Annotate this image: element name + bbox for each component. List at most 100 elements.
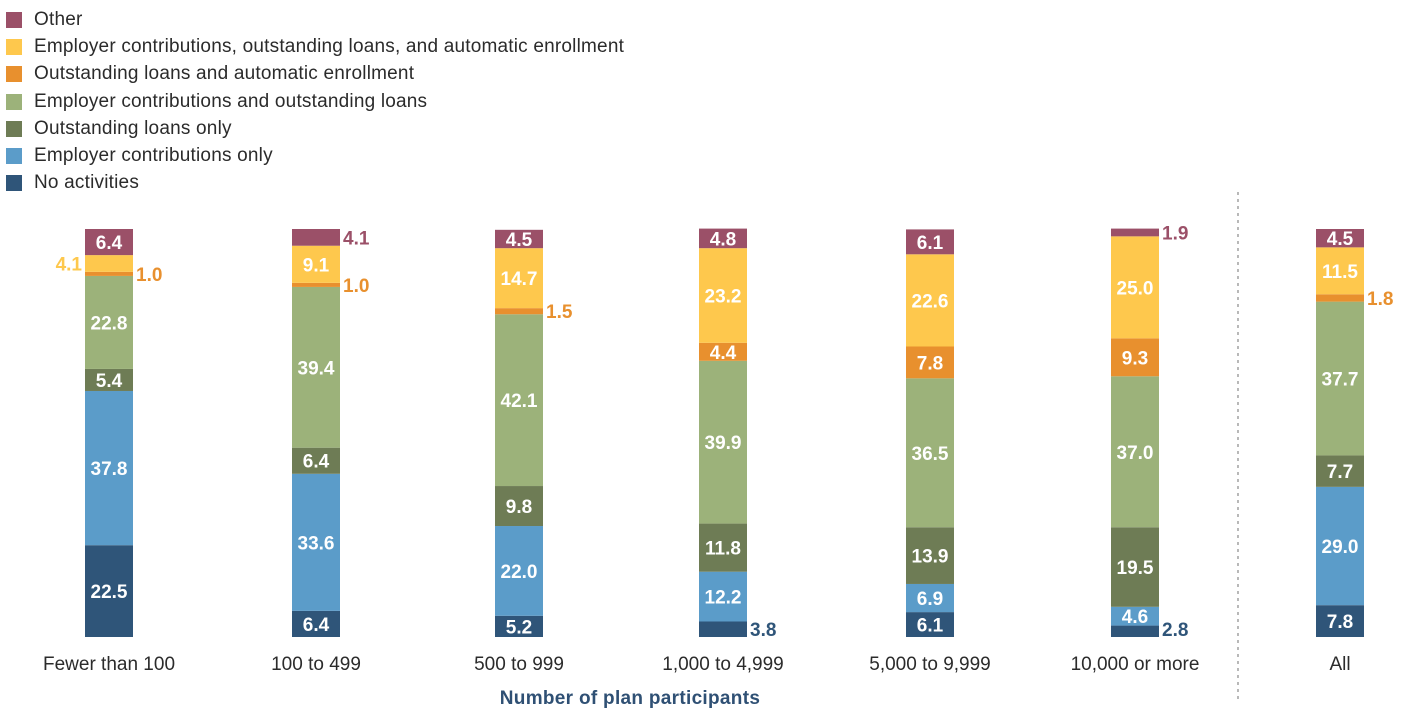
bar-segment-no-activities	[906, 612, 954, 637]
bar-segment-employer-contributions-outstanding-loans-and-automatic-enrollment	[906, 254, 954, 347]
bar-segment-outstanding-loans-and-automatic-enrollment	[906, 346, 954, 379]
bar-segment-other	[495, 229, 543, 249]
data-label: 4.6	[1122, 607, 1148, 628]
data-label: 7.7	[1327, 462, 1353, 483]
data-label: 4.8	[710, 229, 736, 250]
bar-segment-other	[1111, 228, 1159, 237]
bar-segment-outstanding-loans-only	[85, 368, 133, 391]
data-label: 2.8	[1162, 620, 1188, 641]
data-label: 1.0	[136, 265, 162, 286]
data-label: 6.4	[96, 233, 123, 254]
data-label: 37.0	[1117, 443, 1154, 464]
bar-segment-outstanding-loans-and-automatic-enrollment	[292, 282, 340, 287]
legend-swatch	[6, 175, 22, 192]
category-label: 1,000 to 4,999	[662, 654, 784, 675]
data-label: 6.9	[917, 589, 943, 610]
data-label: 14.7	[501, 269, 538, 290]
data-label: 5.2	[506, 617, 532, 638]
bar-segment-other	[1316, 229, 1364, 248]
legend-item-employer-contributions-and-outstanding-loans: Employer contributions and outstanding l…	[6, 88, 624, 115]
category-label: 5,000 to 9,999	[869, 654, 991, 675]
data-label: 36.5	[912, 444, 949, 465]
data-label: 22.0	[501, 562, 538, 583]
bar-segment-employer-contributions-outstanding-loans-and-automatic-enrollment	[1316, 247, 1364, 295]
bar-segment-employer-contributions-outstanding-loans-and-automatic-enrollment	[495, 248, 543, 309]
data-label: 9.8	[506, 497, 532, 518]
bar-segment-outstanding-loans-only	[1111, 527, 1159, 607]
data-label: 4.5	[506, 230, 533, 251]
bar-segment-employer-contributions-only	[699, 571, 747, 622]
data-label: 6.1	[917, 233, 944, 254]
legend-swatch	[6, 148, 22, 165]
bar-segment-other	[699, 228, 747, 249]
legend-label: Employer contributions and outstanding l…	[34, 90, 428, 112]
data-label: 4.4	[710, 343, 737, 364]
category-label: 100 to 499	[271, 654, 361, 675]
bar-segment-no-activities	[699, 621, 747, 637]
legend-swatch	[6, 66, 22, 83]
bar-segment-employer-contributions-and-outstanding-loans	[699, 360, 747, 524]
data-label: 39.9	[705, 433, 742, 454]
legend-swatch	[6, 93, 22, 110]
legend-item-outstanding-loans-only: Outstanding loans only	[6, 115, 624, 142]
bar-segment-employer-contributions-outstanding-loans-and-automatic-enrollment	[292, 245, 340, 283]
data-label: 23.2	[705, 287, 742, 308]
data-label: 37.8	[91, 459, 128, 480]
bar-segment-no-activities	[1111, 625, 1159, 637]
bar-segment-employer-contributions-only	[292, 473, 340, 611]
data-label: 11.8	[705, 539, 741, 560]
data-label: 1.0	[343, 276, 369, 297]
data-label: 9.3	[1122, 348, 1148, 369]
bar-segment-employer-contributions-and-outstanding-loans	[1111, 376, 1159, 528]
bar-segment-outstanding-loans-only	[906, 527, 954, 584]
legend-item-outstanding-loans-and-automatic-enrollment: Outstanding loans and automatic enrollme…	[6, 61, 624, 88]
data-label: 13.9	[912, 547, 949, 568]
data-label: 5.4	[96, 371, 123, 392]
bar-segment-outstanding-loans-only	[292, 447, 340, 474]
x-axis-title: Number of plan participants	[499, 688, 761, 709]
bar-segment-employer-contributions-only	[906, 583, 954, 613]
data-label: 19.5	[1117, 558, 1154, 579]
bar-segment-employer-contributions-and-outstanding-loans	[495, 314, 543, 487]
legend-label: Outstanding loans only	[34, 117, 232, 139]
data-label: 33.6	[298, 533, 335, 554]
bar-segment-outstanding-loans-and-automatic-enrollment	[1111, 338, 1159, 377]
bar-segment-employer-contributions-outstanding-loans-and-automatic-enrollment	[1111, 236, 1159, 339]
data-label: 37.7	[1322, 370, 1359, 391]
legend-item-employer-contributions-only: Employer contributions only	[6, 142, 624, 169]
bar-segment-employer-contributions-outstanding-loans-and-automatic-enrollment	[699, 248, 747, 343]
category-label: Fewer than 100	[43, 654, 175, 675]
legend: Other Employer contributions, outstanding…	[6, 6, 624, 197]
data-label: 11.5	[1322, 262, 1358, 283]
bar-segment-no-activities	[85, 545, 133, 637]
legend-label: Employer contributions only	[34, 145, 273, 167]
bar-segment-employer-contributions-and-outstanding-loans	[292, 286, 340, 448]
category-label: 500 to 999	[474, 654, 564, 675]
bar-segment-employer-contributions-and-outstanding-loans	[906, 378, 954, 528]
data-label: 22.8	[91, 313, 128, 334]
data-label: 22.5	[91, 582, 128, 603]
bar-segment-employer-contributions-outstanding-loans-and-automatic-enrollment	[85, 255, 133, 272]
bar-segment-no-activities	[495, 615, 543, 637]
legend-swatch	[6, 11, 22, 28]
data-label: 4.1	[56, 254, 83, 275]
data-label: 7.8	[917, 353, 943, 374]
bar-segment-employer-contributions-and-outstanding-loans	[1316, 301, 1364, 456]
category-label: All	[1329, 654, 1350, 675]
data-label: 9.1	[303, 255, 330, 276]
bar-segment-no-activities	[1316, 605, 1364, 637]
data-label: 3.8	[750, 620, 776, 641]
data-label: 12.2	[705, 588, 742, 609]
data-label: 29.0	[1322, 537, 1359, 558]
legend-item-no-activities: No activities	[6, 170, 624, 197]
data-label: 7.8	[1327, 612, 1353, 633]
data-label: 4.1	[343, 228, 370, 249]
data-label: 6.4	[303, 615, 330, 636]
data-label: 6.1	[917, 616, 944, 637]
bar-segment-employer-contributions-only	[1111, 606, 1159, 626]
data-label: 1.9	[1162, 223, 1188, 244]
bar-segment-outstanding-loans-and-automatic-enrollment	[495, 308, 543, 315]
bar-segment-employer-contributions-and-outstanding-loans	[85, 275, 133, 369]
bar-segment-outstanding-loans-and-automatic-enrollment	[85, 271, 133, 276]
